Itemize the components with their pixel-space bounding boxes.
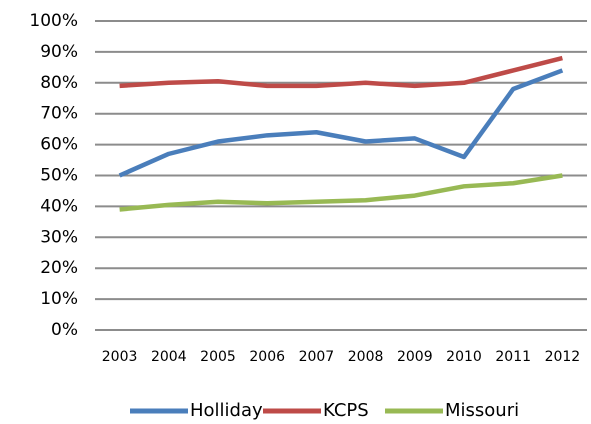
x-tick-label: 2004 (151, 349, 187, 365)
x-tick-label: 2009 (397, 349, 433, 365)
x-tick-label: 2003 (102, 349, 138, 365)
x-tick-label: 2011 (495, 349, 531, 365)
legend-label: Missouri (445, 400, 519, 421)
y-tick-label: 0% (51, 320, 78, 340)
y-tick-label: 10% (40, 289, 78, 309)
legend-label: KCPS (323, 400, 369, 421)
y-tick-label: 90% (40, 42, 78, 62)
line-series (118, 68, 564, 178)
y-tick-label: 60% (40, 135, 78, 155)
y-tick-label: 40% (40, 196, 78, 216)
y-tick-label: 80% (40, 73, 78, 93)
y-tick-label: 100% (29, 11, 78, 31)
x-tick-label: 2006 (249, 349, 285, 365)
x-tick-label: 2005 (200, 349, 236, 365)
line-series (119, 55, 563, 89)
legend-label: Holliday (190, 400, 263, 421)
x-tick-label: 2010 (446, 349, 482, 365)
line-series (119, 173, 563, 212)
x-tick-label: 2007 (299, 349, 335, 365)
y-tick-label: 30% (40, 227, 78, 247)
y-tick-label: 50% (40, 166, 78, 186)
x-tick-label: 2008 (348, 349, 384, 365)
y-tick-label: 70% (40, 104, 78, 124)
y-tick-label: 20% (40, 258, 78, 278)
x-tick-label: 2012 (545, 349, 581, 365)
